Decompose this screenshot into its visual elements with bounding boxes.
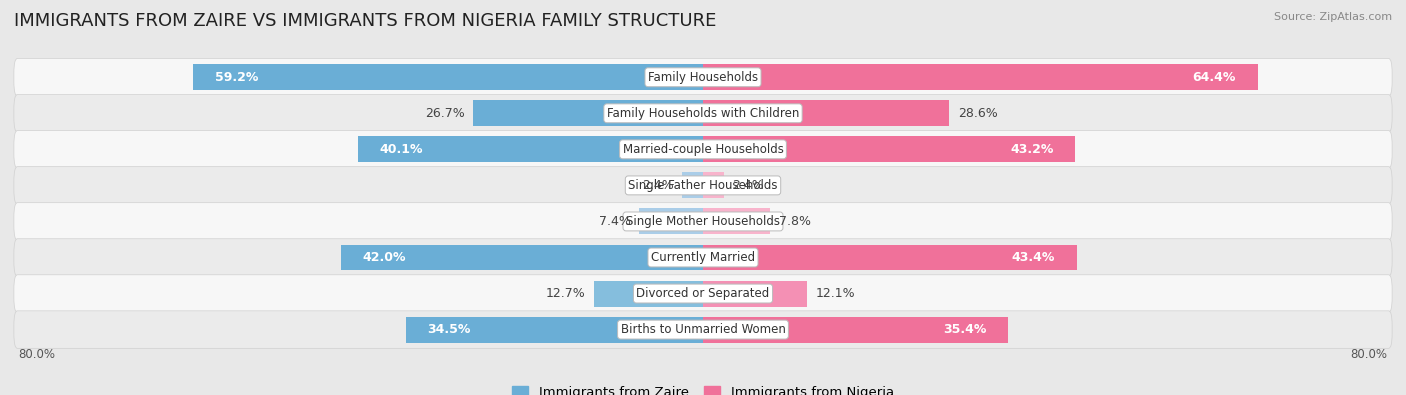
FancyBboxPatch shape — [14, 167, 1392, 204]
Legend: Immigrants from Zaire, Immigrants from Nigeria: Immigrants from Zaire, Immigrants from N… — [506, 381, 900, 395]
Text: 2.4%: 2.4% — [733, 179, 763, 192]
Text: Single Mother Households: Single Mother Households — [626, 215, 780, 228]
FancyBboxPatch shape — [14, 203, 1392, 240]
Text: 2.4%: 2.4% — [643, 179, 673, 192]
Text: 34.5%: 34.5% — [427, 323, 471, 336]
FancyBboxPatch shape — [14, 275, 1392, 312]
Bar — [703, 64, 1257, 90]
Text: 40.1%: 40.1% — [380, 143, 423, 156]
Text: 7.8%: 7.8% — [779, 215, 811, 228]
Text: 35.4%: 35.4% — [943, 323, 987, 336]
Text: Family Households with Children: Family Households with Children — [607, 107, 799, 120]
Bar — [703, 136, 1076, 162]
Text: Family Households: Family Households — [648, 71, 758, 84]
Text: Births to Unmarried Women: Births to Unmarried Women — [620, 323, 786, 336]
Text: Source: ZipAtlas.com: Source: ZipAtlas.com — [1274, 12, 1392, 22]
Text: 28.6%: 28.6% — [957, 107, 998, 120]
FancyBboxPatch shape — [14, 94, 1392, 132]
Text: Divorced or Separated: Divorced or Separated — [637, 287, 769, 300]
Text: Single Father Households: Single Father Households — [628, 179, 778, 192]
Bar — [406, 317, 703, 342]
Bar — [593, 280, 703, 307]
Bar — [472, 100, 703, 126]
Text: 12.7%: 12.7% — [546, 287, 585, 300]
FancyBboxPatch shape — [14, 131, 1392, 168]
Text: 43.4%: 43.4% — [1012, 251, 1056, 264]
Text: 80.0%: 80.0% — [18, 348, 55, 361]
FancyBboxPatch shape — [14, 58, 1392, 96]
Text: 26.7%: 26.7% — [425, 107, 464, 120]
Bar — [357, 136, 703, 162]
FancyBboxPatch shape — [14, 311, 1392, 348]
Bar — [640, 209, 703, 234]
Text: 12.1%: 12.1% — [815, 287, 855, 300]
Text: Currently Married: Currently Married — [651, 251, 755, 264]
Text: Married-couple Households: Married-couple Households — [623, 143, 783, 156]
Bar — [703, 209, 770, 234]
Bar — [703, 173, 724, 198]
Bar — [342, 245, 703, 271]
FancyBboxPatch shape — [14, 239, 1392, 276]
Bar — [703, 100, 949, 126]
Bar — [703, 317, 1008, 342]
Text: 59.2%: 59.2% — [215, 71, 259, 84]
Text: 64.4%: 64.4% — [1192, 71, 1236, 84]
Bar — [703, 245, 1077, 271]
Bar — [193, 64, 703, 90]
Text: 80.0%: 80.0% — [1351, 348, 1388, 361]
Text: 43.2%: 43.2% — [1010, 143, 1053, 156]
Text: 7.4%: 7.4% — [599, 215, 631, 228]
Bar — [703, 280, 807, 307]
Text: 42.0%: 42.0% — [363, 251, 406, 264]
Text: IMMIGRANTS FROM ZAIRE VS IMMIGRANTS FROM NIGERIA FAMILY STRUCTURE: IMMIGRANTS FROM ZAIRE VS IMMIGRANTS FROM… — [14, 12, 717, 30]
Bar — [682, 173, 703, 198]
